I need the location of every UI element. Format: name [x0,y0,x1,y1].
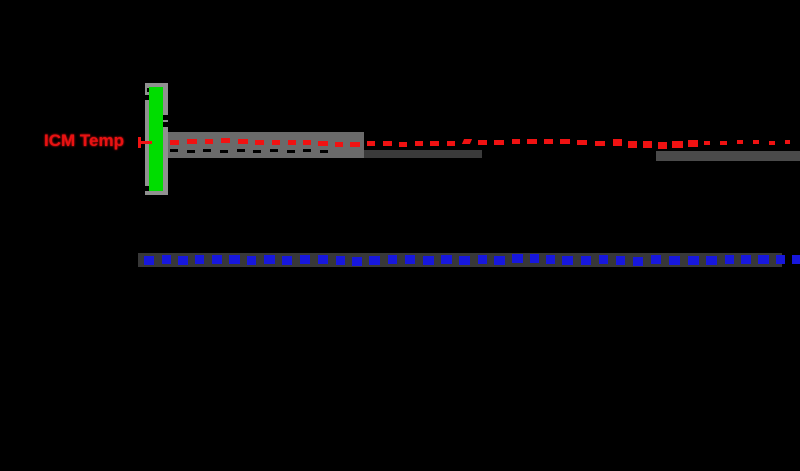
trace-dash [753,140,759,144]
trace-dash [272,140,280,145]
trace-dash [447,141,455,146]
trace-dash [577,140,587,145]
trace-dash [162,255,171,264]
tick-mark [253,150,261,153]
trace-dash [706,256,717,265]
trace-dash [300,255,310,264]
trace-dash [335,142,343,147]
tick-mark [287,150,295,153]
trace-dash [430,141,439,146]
tick-mark [140,95,152,100]
tick-mark [142,186,155,191]
trace-dash [720,141,727,145]
trace-dash [318,255,328,264]
trace-dash [178,256,188,265]
trace-dash [282,256,292,265]
trace-dash [415,141,423,146]
range-bar [149,87,163,191]
trace-dash [651,255,661,264]
trace-dash [336,256,345,265]
tick-mark [237,149,245,152]
trace-dash [367,141,375,146]
trace-dash [725,255,734,264]
trace-dash [546,255,555,264]
trace-dash [581,256,591,265]
trace-dash [288,140,296,145]
trace-dash [494,140,504,145]
trace-dash [562,256,573,265]
trace-dash [441,255,452,264]
artifact-band [166,132,364,158]
trace-dash [658,142,667,149]
tick-mark [270,149,278,152]
trace-dash [352,257,362,266]
tick-mark [220,150,228,153]
tick-mark [187,150,195,153]
trace-dash [423,256,434,265]
trace-dash [672,141,683,148]
trace-dash [187,139,197,144]
trace-dash [643,141,652,148]
trace-dash [599,255,608,264]
trace-dash [255,140,264,145]
trace-dash [512,254,523,263]
trace-dash [247,256,256,265]
trace-dash [264,255,275,264]
trace-dash [229,255,240,264]
trace-dash [512,139,520,144]
tick-mark [203,149,211,152]
trace-dash [737,140,743,144]
trace-dash [205,139,213,144]
trace-dash [478,140,487,145]
trace-dash [303,140,311,145]
trace-dash [318,141,328,146]
trace-dash [785,140,790,144]
trace-dash [221,138,230,143]
trace-dash [758,255,769,264]
trace-dash [530,254,539,263]
trace-dash [595,141,605,146]
trace-dash [792,255,800,264]
trace-dash [144,256,154,265]
tick-mark [170,149,178,152]
trace-dash [170,140,179,145]
trace-dash [383,141,392,146]
artifact-band [364,150,482,158]
tick-mark [320,150,328,153]
trace-dash [688,256,699,265]
trace-dash [388,255,397,264]
trace-dash [616,256,625,265]
trace-dash [669,256,680,265]
trace-dash [459,256,470,265]
trace-dash [527,139,537,144]
trace-dash [633,257,643,266]
trace-start-marker-arm [138,141,152,144]
trace-dash [405,255,415,264]
trace-dash [238,139,248,144]
trace-dash [369,256,380,265]
trace-dash [613,139,622,146]
artifact-band [656,151,800,161]
tick-mark [159,122,168,127]
tick-mark [159,115,168,120]
trace-dash [769,141,775,145]
trace-dash [461,139,473,144]
trace-dash [704,141,710,145]
trace-dash [494,256,505,265]
trace-dash [399,142,407,147]
series-label-icm-temp: ICM Temp [44,131,124,150]
tick-mark [303,149,311,152]
trace-dash [544,139,553,144]
trace-dash [688,140,698,147]
trace-dash [560,139,570,144]
trace-dash [350,142,360,147]
trace-dash [776,255,785,264]
trace-dash [741,255,751,264]
trace-dash [195,255,204,264]
trace-dash [478,255,487,264]
trace-dash [212,255,222,264]
trace-dash [628,141,637,148]
